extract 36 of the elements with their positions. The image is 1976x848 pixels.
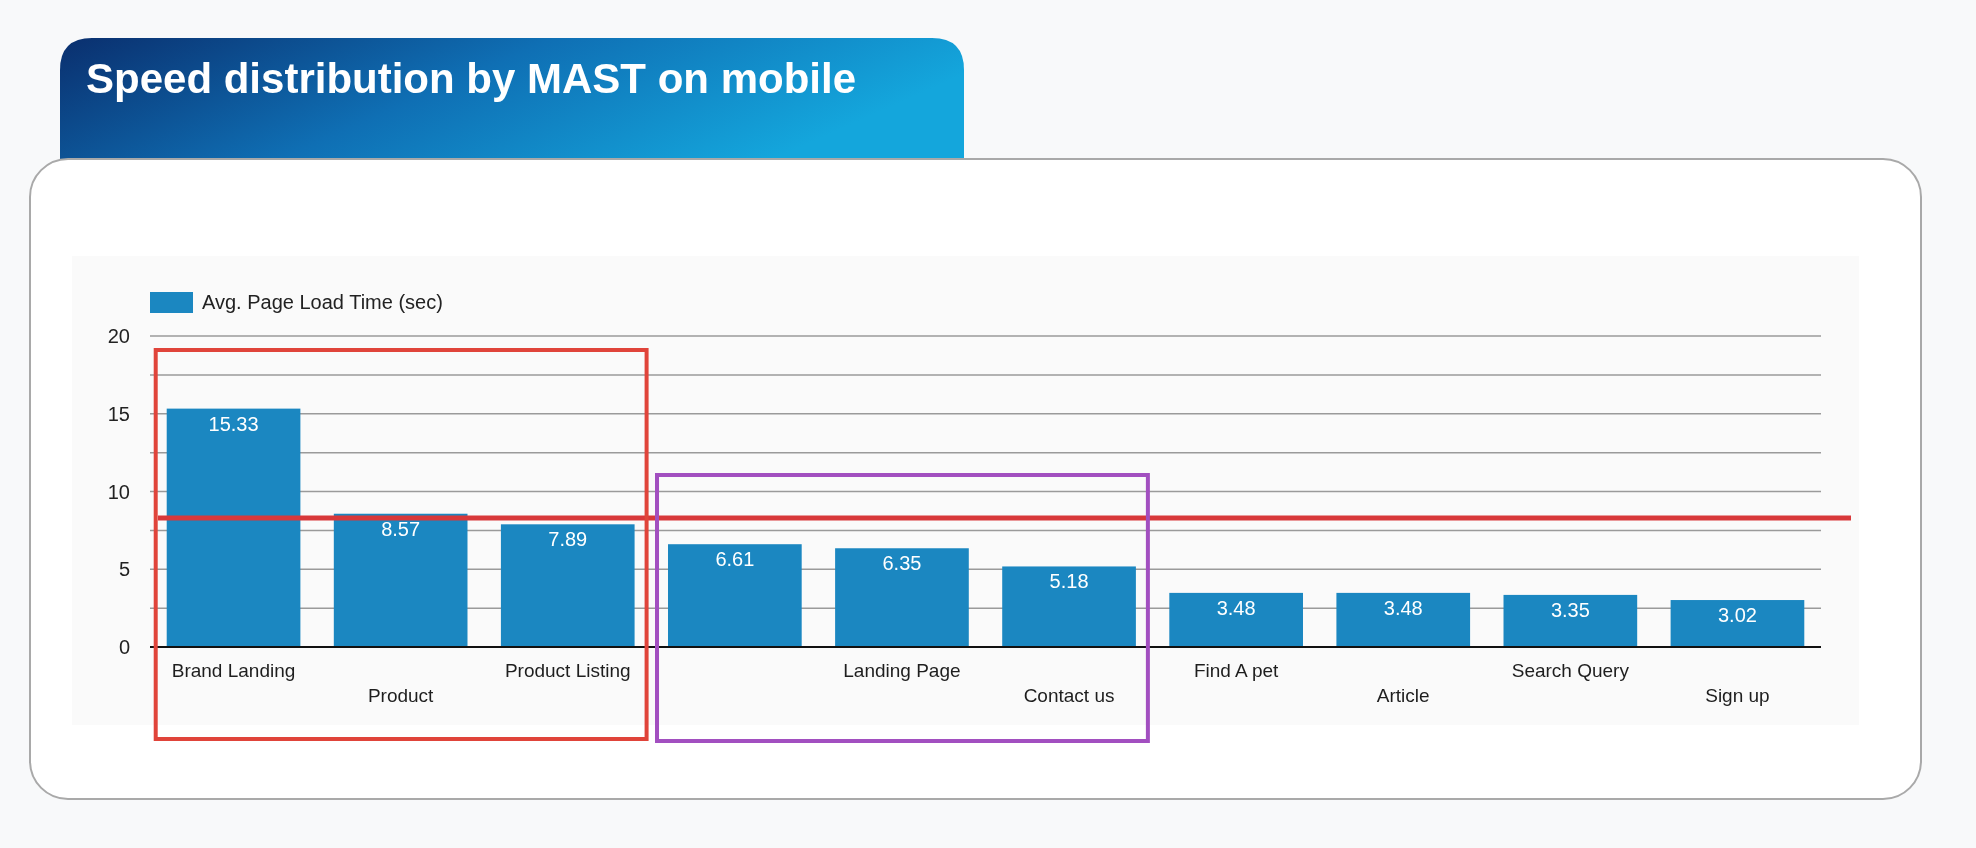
bar	[500, 524, 635, 647]
data-label: 8.57	[381, 517, 421, 540]
legend-label: Avg. Page Load Time (sec)	[202, 291, 443, 313]
chart-title: Speed distribution by MAST on mobile	[86, 55, 857, 102]
bar	[333, 513, 468, 647]
bar	[668, 544, 802, 647]
bar	[835, 548, 969, 647]
x-tick-label: Product Listing	[504, 660, 631, 681]
x-tick-label: Brand Landing	[171, 660, 296, 681]
bar	[1336, 592, 1471, 647]
bar	[1169, 592, 1303, 647]
data-label: 3.48	[1216, 596, 1256, 619]
data-label: 7.89	[548, 528, 588, 551]
y-tick-label: 10	[107, 480, 130, 503]
y-tick-label: 15	[107, 402, 130, 425]
x-tick-label: Search Query	[1511, 660, 1630, 681]
data-label: 3.35	[1550, 598, 1590, 621]
x-tick-label: Sign up	[1705, 685, 1770, 706]
data-label: 3.48	[1383, 596, 1423, 619]
data-label: 6.35	[882, 552, 922, 575]
y-tick-label: 0	[118, 636, 130, 658]
y-tick-label: 20	[107, 325, 130, 347]
x-tick-label: Product	[367, 685, 435, 706]
data-label: 3.02	[1717, 604, 1757, 627]
bar	[1503, 594, 1638, 647]
data-label: 15.33	[208, 412, 259, 435]
x-tick-label: Contact us	[1023, 685, 1115, 706]
x-tick-label: Find A pet	[1193, 660, 1280, 681]
data-label: 5.18	[1049, 570, 1089, 593]
bar	[166, 408, 301, 647]
x-tick-label: Article	[1376, 685, 1430, 706]
bar	[1670, 600, 1805, 647]
x-tick-label: Landing Page	[843, 660, 961, 681]
y-tick-label: 5	[118, 558, 130, 581]
data-label: 6.61	[715, 548, 755, 571]
bar	[1002, 566, 1136, 647]
